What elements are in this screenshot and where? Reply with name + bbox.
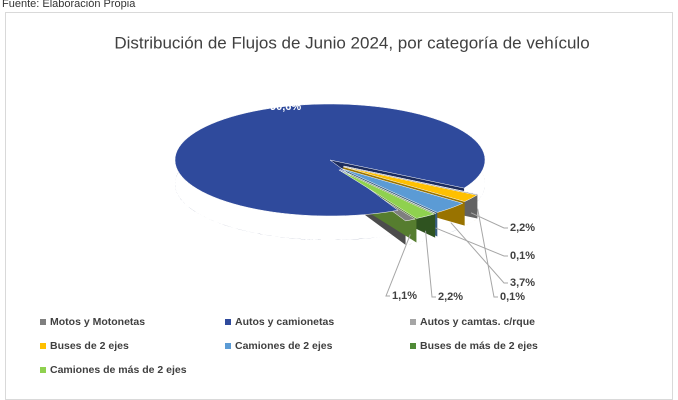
data-label: 3,7%: [510, 277, 535, 289]
legend-swatch: [410, 319, 416, 325]
slice: [341, 168, 464, 213]
leader-line: [425, 230, 436, 298]
legend-label: Camiones de 2 ejes: [235, 340, 333, 352]
leader-line: [477, 208, 498, 298]
legend-swatch: [225, 319, 231, 325]
pie: [174, 103, 486, 245]
legend-label: Camiones de más de 2 ejes: [50, 364, 187, 376]
slice: [339, 169, 437, 214]
leader-line: [470, 212, 508, 229]
legend-swatch: [410, 343, 416, 349]
slice: [343, 165, 479, 195]
slice: [338, 169, 435, 219]
legend-label: Buses de 2 ejes: [50, 340, 129, 352]
data-label: 1,1%: [392, 290, 417, 302]
chart-title: Distribución de Flujos de Junio 2024, po…: [114, 33, 589, 52]
legend-swatch: [225, 343, 231, 349]
source-note: Fuente: Elaboración Propia: [2, 0, 136, 10]
slice: [174, 103, 486, 217]
legend-label: Motos y Motonetas: [50, 316, 145, 328]
data-label: 2,2%: [438, 291, 463, 303]
legend-swatch: [40, 367, 46, 373]
legend-label: Autos y camionetas: [235, 316, 334, 328]
leader-line: [435, 227, 508, 257]
slice: [343, 166, 478, 202]
legend-label: Autos y camtas. c/rque: [420, 316, 535, 328]
legend-label: Buses de más de 2 ejes: [420, 340, 538, 352]
leader-line: [450, 222, 508, 284]
data-label: 0,1%: [510, 250, 535, 262]
legend-swatch: [40, 343, 46, 349]
data-label: 2,2%: [510, 222, 535, 234]
data-label: 90,6%: [270, 101, 301, 113]
data-label: 0,1%: [500, 291, 525, 303]
legend-swatch: [40, 319, 46, 325]
leader-line: [385, 234, 411, 297]
